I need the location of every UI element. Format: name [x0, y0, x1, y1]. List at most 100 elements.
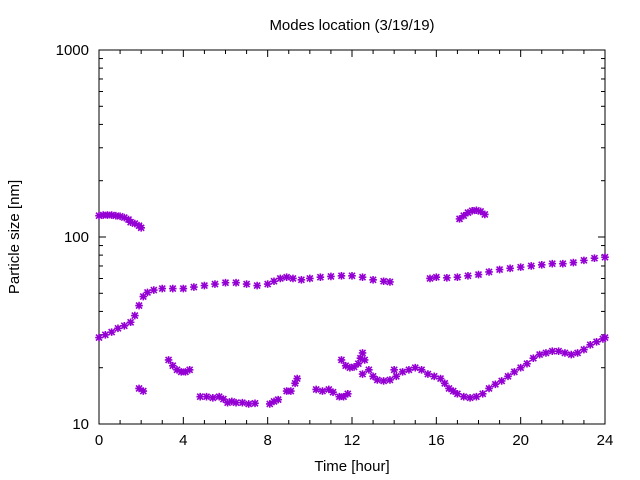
data-point — [561, 349, 569, 357]
data-point — [398, 368, 407, 376]
y-tick-label: 1000 — [56, 42, 89, 59]
data-point — [504, 372, 512, 381]
data-point — [592, 338, 601, 346]
data-point — [200, 281, 209, 290]
data-point — [455, 215, 464, 223]
x-tick-label: 24 — [597, 432, 614, 449]
data-point — [181, 368, 190, 376]
data-point — [168, 284, 177, 293]
data-point — [474, 270, 483, 279]
data-point — [120, 322, 129, 330]
data-point — [107, 211, 116, 219]
data-point — [459, 392, 468, 401]
data-point — [601, 333, 609, 342]
data-point — [354, 359, 363, 368]
data-point — [567, 350, 576, 359]
data-point — [270, 397, 278, 406]
data-point — [601, 253, 609, 261]
data-point — [223, 398, 232, 407]
x-tick-label: 4 — [179, 432, 187, 449]
data-point — [523, 359, 531, 368]
data-point — [335, 392, 344, 401]
data-point — [291, 379, 299, 388]
series-2 — [95, 253, 609, 342]
data-point — [177, 368, 186, 376]
data-point — [580, 345, 588, 354]
data-point — [417, 365, 426, 374]
data-point — [289, 274, 297, 283]
data-point — [242, 280, 251, 288]
data-point — [327, 272, 335, 281]
x-tick-label: 12 — [344, 432, 361, 449]
data-point — [173, 365, 181, 374]
data-point — [358, 370, 367, 378]
data-point — [202, 392, 211, 401]
data-point — [373, 376, 382, 384]
data-point — [251, 399, 259, 408]
data-point — [411, 363, 420, 372]
y-axis-label: Particle size [nm] — [6, 180, 23, 294]
data-point — [569, 258, 578, 267]
data-point — [468, 207, 476, 215]
data-point — [529, 354, 538, 362]
data-point — [107, 328, 116, 336]
data-point — [586, 341, 595, 349]
data-point — [548, 347, 557, 356]
data-point — [270, 277, 278, 286]
data-point — [164, 356, 173, 364]
data-point — [179, 284, 188, 293]
data-point — [369, 276, 377, 284]
y-tick-label: 10 — [72, 416, 89, 433]
data-point — [293, 374, 301, 383]
data-point — [221, 278, 230, 287]
data-point — [346, 363, 354, 372]
data-point — [478, 390, 487, 398]
data-point — [466, 394, 474, 402]
data-point — [580, 256, 588, 265]
data-points — [95, 206, 609, 408]
data-point — [312, 385, 320, 394]
data-point — [219, 395, 228, 403]
data-point — [360, 356, 369, 364]
data-point — [497, 377, 506, 385]
data-point — [253, 281, 261, 290]
data-point — [527, 262, 536, 270]
data-point — [472, 206, 481, 215]
data-point — [265, 400, 274, 408]
data-point — [449, 387, 457, 395]
x-tick-label: 0 — [95, 432, 103, 449]
data-point — [282, 273, 291, 281]
data-point — [143, 288, 152, 297]
data-point — [445, 384, 453, 393]
data-point — [316, 273, 325, 281]
data-point — [542, 349, 550, 357]
data-point — [365, 365, 373, 374]
data-point — [506, 264, 514, 273]
data-point — [476, 207, 485, 216]
data-point — [537, 261, 546, 269]
data-point — [274, 395, 283, 404]
series-3 — [135, 333, 609, 408]
data-point — [196, 392, 204, 401]
data-point — [386, 376, 394, 384]
data-point — [131, 311, 139, 320]
data-point — [559, 259, 567, 268]
data-point — [343, 390, 352, 398]
data-point — [131, 219, 139, 228]
data-point — [516, 363, 525, 372]
data-point — [135, 301, 143, 310]
data-point — [405, 365, 413, 374]
y-tick-label: 100 — [64, 229, 89, 246]
data-point — [209, 394, 217, 402]
data-point — [185, 365, 194, 374]
data-point — [358, 273, 367, 281]
data-point — [190, 283, 198, 291]
data-point — [297, 276, 306, 284]
data-point — [430, 372, 439, 381]
data-point — [443, 274, 451, 282]
data-point — [554, 347, 563, 356]
data-point — [232, 278, 240, 287]
data-point — [135, 384, 143, 393]
axis-tick-labels: 0 4 8 12 16 20 24 10 100 1000 — [56, 42, 614, 449]
